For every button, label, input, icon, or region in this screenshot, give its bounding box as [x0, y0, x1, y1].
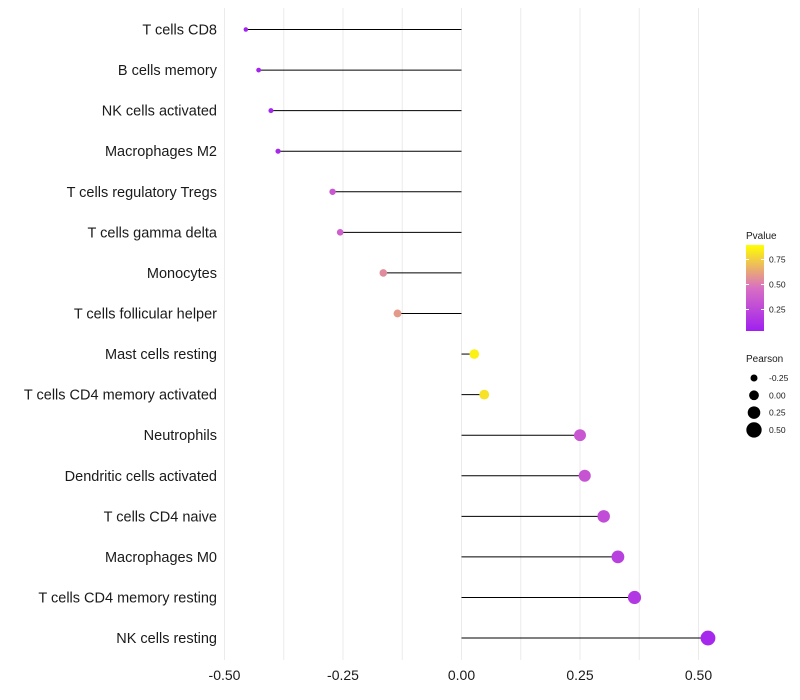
category-label: B cells memory — [118, 63, 218, 79]
category-label: Monocytes — [147, 266, 217, 282]
dot — [243, 27, 249, 32]
legend-pvalue: Pvalue 0.75 0.50 0.25 — [746, 231, 786, 331]
dot — [611, 550, 625, 564]
size-key — [750, 374, 758, 382]
category-label: Mast cells resting — [105, 347, 217, 363]
y-axis-labels: T cells CD8 B cells memory NK cells activa… — [24, 23, 218, 648]
legend-title: Pvalue — [746, 231, 777, 242]
category-label: Neutrophils — [144, 428, 217, 444]
dot — [700, 630, 716, 646]
size-label: -0.25 — [769, 373, 789, 383]
x-tick-label: 0.25 — [566, 667, 593, 683]
dot — [627, 590, 642, 605]
category-label: Macrophages M0 — [105, 550, 217, 566]
size-label: 0.50 — [769, 425, 786, 435]
category-label: T cells follicular helper — [74, 306, 217, 322]
category-label: Dendritic cells activated — [65, 469, 217, 485]
dot — [574, 429, 586, 442]
size-label: 0.00 — [769, 390, 786, 400]
lollipop-stems — [245, 29, 708, 639]
x-tick-label: -0.25 — [327, 667, 359, 683]
lollipop-dots — [243, 27, 716, 646]
category-label: T cells CD8 — [142, 23, 217, 39]
dot — [393, 309, 402, 318]
x-tick-label: 0.00 — [448, 667, 475, 683]
category-label: T cells CD4 naive — [104, 509, 217, 525]
dot — [268, 108, 274, 114]
colorbar-label: 0.50 — [769, 280, 786, 290]
grid — [224, 8, 699, 660]
dot — [329, 188, 336, 195]
dot — [336, 229, 344, 236]
x-axis-ticks: -0.50 -0.25 0.00 0.25 0.50 — [209, 667, 713, 683]
category-label: T cells gamma delta — [88, 225, 218, 241]
colorbar-label: 0.75 — [769, 255, 786, 265]
dot — [469, 349, 480, 359]
category-label: T cells CD4 memory activated — [24, 388, 217, 404]
size-key — [747, 406, 761, 419]
legend-pearson: Pearson -0.25 0.00 0.25 0.50 — [746, 354, 789, 438]
legend-title: Pearson — [746, 354, 783, 365]
size-key — [749, 390, 759, 401]
x-tick-label: 0.50 — [685, 667, 712, 683]
dot — [479, 389, 490, 400]
category-label: Macrophages M2 — [105, 144, 217, 160]
dot — [256, 67, 262, 73]
colorbar — [746, 245, 764, 331]
category-label: T cells CD4 memory resting — [38, 590, 217, 606]
dot — [597, 510, 610, 523]
dot — [578, 469, 591, 482]
dot — [275, 148, 281, 154]
size-label: 0.25 — [769, 408, 786, 418]
category-label: NK cells activated — [102, 104, 217, 120]
category-label: T cells regulatory Tregs — [67, 185, 217, 201]
dot — [379, 269, 388, 277]
colorbar-label: 0.25 — [769, 305, 786, 315]
x-tick-label: -0.50 — [209, 667, 241, 683]
category-label: NK cells resting — [116, 631, 217, 647]
size-key — [746, 422, 762, 438]
